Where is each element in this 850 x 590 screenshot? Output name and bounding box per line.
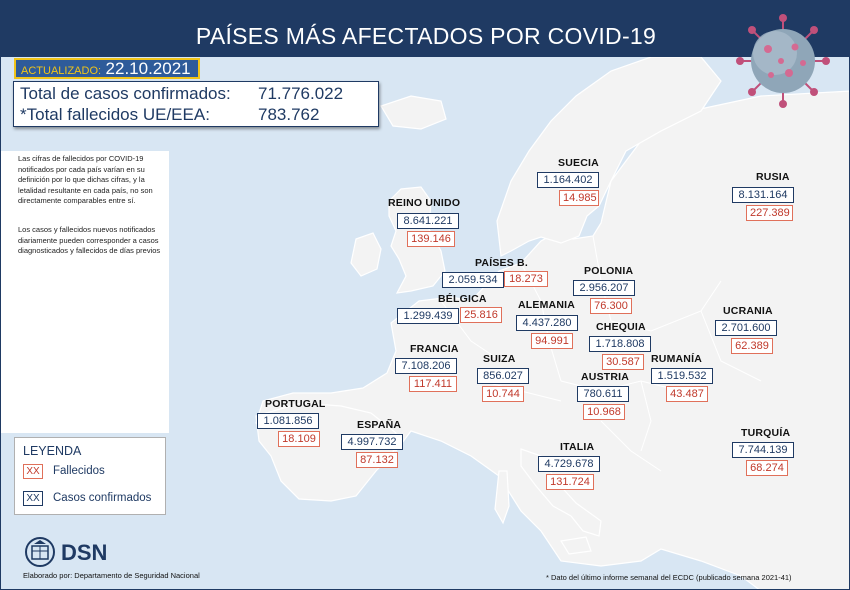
- legend: LEYENDA XX Fallecidos XX Casos confirmad…: [14, 437, 166, 515]
- deaths-box-italia: 131.724: [546, 474, 594, 490]
- total-confirmed-value: 71.776.022: [258, 84, 344, 103]
- note-death-definition: Las cifras de fallecidos por COVID-19 no…: [18, 154, 153, 206]
- country-name-ucrania: UCRANIA: [723, 305, 773, 317]
- deaths-box-francia: 117.411: [409, 376, 457, 392]
- country-name-belgica: BÉLGICA: [438, 293, 487, 305]
- dsn-logo-text: DSN: [61, 540, 108, 565]
- iceland-land: [380, 95, 447, 130]
- total-deaths-value: 783.762: [258, 105, 320, 124]
- header-bar: PAÍSES MÁS AFECTADOS POR COVID-19: [1, 1, 849, 57]
- deaths-box-belgica: 25.816: [460, 307, 502, 323]
- deaths-box-polonia: 76.300: [590, 298, 632, 314]
- cases-box-polonia: 2.956.207: [573, 280, 635, 296]
- legend-cases-swatch: XX: [23, 491, 43, 506]
- deaths-box-alemania: 94.991: [531, 333, 573, 349]
- cases-box-italia: 4.729.678: [538, 456, 600, 472]
- country-name-reino-unido: REINO UNIDO: [388, 197, 461, 209]
- deaths-box-paises-bajos: 18.273: [504, 271, 548, 287]
- deaths-box-suecia: 14.985: [559, 190, 599, 206]
- legend-cases-label: Casos confirmados: [53, 492, 152, 504]
- country-name-turquia: TURQUÍA: [741, 427, 791, 439]
- notes-panel: Las cifras de fallecidos por COVID-19 no…: [1, 151, 169, 433]
- country-name-paises-bajos: PAÍSES B.: [475, 257, 528, 269]
- total-confirmed-label: Total de casos confirmados:: [20, 84, 231, 103]
- country-name-rusia: RUSIA: [756, 171, 790, 183]
- footnote-text: * Dato del último informe semanal del EC…: [546, 573, 792, 582]
- page-title: PAÍSES MÁS AFECTADOS POR COVID-19: [195, 23, 657, 49]
- deaths-box-turquia: 68.274: [746, 460, 788, 476]
- country-name-polonia: POLONIA: [584, 265, 634, 277]
- updated-date: 22.10.2021: [105, 59, 191, 78]
- totals-box: Total de casos confirmados: 71.776.022 *…: [13, 81, 379, 127]
- deaths-box-austria: 10.968: [583, 404, 625, 420]
- cases-box-reino-unido: 8.641.221: [397, 213, 459, 229]
- country-name-chequia: CHEQUIA: [596, 321, 646, 333]
- country-name-austria: AUSTRIA: [581, 371, 630, 383]
- cases-box-alemania: 4.437.280: [516, 315, 578, 331]
- legend-title: LEYENDA: [23, 444, 82, 458]
- dsn-emblem-icon: [25, 537, 55, 567]
- cases-box-portugal: 1.081.856: [257, 413, 319, 429]
- country-name-suecia: SUECIA: [558, 157, 599, 169]
- updated-label: ACTUALIZADO:: [21, 65, 102, 77]
- cases-box-ucrania: 2.701.600: [715, 320, 777, 336]
- deaths-box-suiza: 10.744: [482, 386, 524, 402]
- corsica-sardinia-land: [494, 470, 510, 525]
- cases-box-turquia: 7.744.139: [732, 442, 794, 458]
- country-name-alemania: ALEMANIA: [518, 299, 576, 311]
- cases-box-belgica: 1.299.439: [397, 308, 459, 324]
- deaths-box-rusia: 227.389: [746, 205, 793, 221]
- coronavirus-icon: [736, 14, 830, 108]
- country-name-italia: ITALIA: [560, 441, 595, 453]
- deaths-box-espana: 87.132: [356, 452, 398, 468]
- cases-box-chequia: 1.718.808: [589, 336, 651, 352]
- legend-deaths-swatch: XX: [23, 464, 43, 479]
- scandinavia-land: [496, 56, 722, 257]
- total-deaths-label: *Total fallecidos UE/EEA:: [20, 105, 210, 124]
- sicily-land: [560, 536, 592, 555]
- country-name-rumania: RUMANÍA: [651, 353, 702, 365]
- cases-box-austria: 780.611: [577, 386, 629, 402]
- legend-deaths-label: Fallecidos: [53, 465, 105, 477]
- deaths-box-ucrania: 62.389: [731, 338, 773, 354]
- cases-box-suiza: 856.027: [477, 368, 529, 384]
- country-name-suiza: SUIZA: [483, 353, 516, 365]
- country-name-espana: ESPAÑA: [357, 419, 402, 431]
- cases-box-espana: 4.997.732: [341, 434, 403, 450]
- ireland-land: [350, 232, 382, 277]
- cases-box-paises-bajos: 2.059.534: [442, 272, 504, 288]
- updated-banner: ACTUALIZADO: 22.10.2021: [14, 58, 200, 79]
- deaths-box-portugal: 18.109: [278, 431, 320, 447]
- country-name-francia: FRANCIA: [410, 343, 459, 355]
- deaths-box-rumania: 43.487: [666, 386, 708, 402]
- cases-box-rusia: 8.131.164: [732, 187, 794, 203]
- cases-box-suecia: 1.164.402: [537, 172, 599, 188]
- deaths-box-chequia: 30.587: [602, 354, 644, 370]
- note-daily-reporting: Los casos y fallecidos nuevos notificado…: [18, 224, 161, 256]
- cases-box-rumania: 1.519.532: [651, 368, 713, 384]
- deaths-box-reino-unido: 139.146: [407, 231, 455, 247]
- country-name-portugal: PORTUGAL: [265, 398, 326, 410]
- cases-box-francia: 7.108.206: [395, 358, 457, 374]
- credit-text: Elaborado por: Departamento de Seguridad…: [23, 571, 200, 580]
